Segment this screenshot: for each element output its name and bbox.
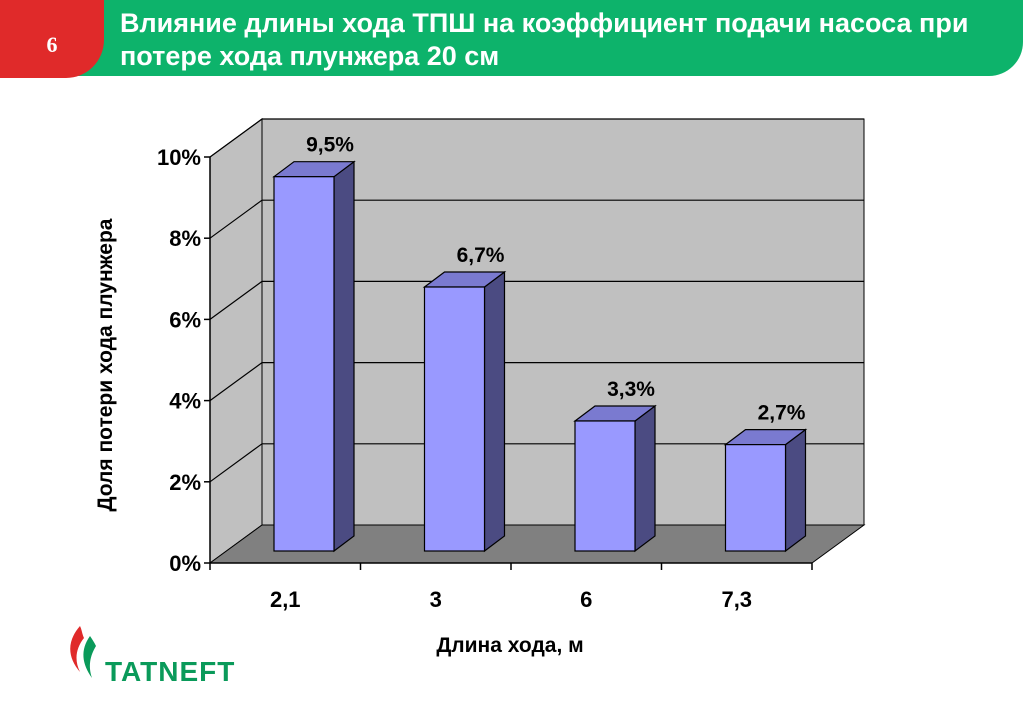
data-label: 6,7% <box>457 244 505 267</box>
y-tick-label: 4% <box>169 389 201 414</box>
data-label: 2,7% <box>758 402 806 425</box>
slide-number: 6 <box>46 32 58 57</box>
bar <box>724 444 787 552</box>
bar-side <box>634 404 656 553</box>
data-label: 9,5% <box>306 134 354 157</box>
bar <box>273 176 335 552</box>
gridline <box>209 362 864 402</box>
slide-number-badge <box>0 0 104 78</box>
x-tick-label: 2,1 <box>270 587 301 612</box>
y-tick-label: 10% <box>157 145 201 170</box>
bar-side <box>784 428 807 553</box>
gridline <box>209 443 864 483</box>
bar <box>423 286 486 552</box>
y-axis-title-wrap: Доля потери хода плунжера <box>86 205 126 525</box>
x-tick-label: 7,3 <box>721 587 752 612</box>
slide-title: Влияние длины хода ТПШ на коэффициент по… <box>120 8 969 71</box>
y-tick-label: 6% <box>169 307 201 332</box>
x-tick-label: 3 <box>430 587 442 612</box>
x-tick-label: 6 <box>580 587 592 612</box>
x-axis-title: Длина хода, м <box>436 634 584 657</box>
data-label: 3,3% <box>607 378 655 401</box>
slide-header: 6 Влияние длины хода ТПШ на коэффициент … <box>0 0 1023 78</box>
gridline <box>209 199 864 239</box>
y-tick-label: 8% <box>169 226 201 251</box>
bar-side <box>333 160 355 553</box>
plot-side-wall <box>209 118 263 564</box>
title-banner <box>78 0 1023 76</box>
bar-side <box>483 270 506 553</box>
gridline <box>209 280 864 320</box>
gridline <box>209 118 864 158</box>
y-axis-title: Доля потери хода плунжера <box>94 218 117 512</box>
bar <box>574 420 636 552</box>
flame-icon <box>70 626 96 678</box>
logo-text: TATNEFT <box>105 656 236 687</box>
y-tick-label: 0% <box>169 551 201 576</box>
tatneft-logo: TATNEFT <box>62 622 292 688</box>
y-tick-label: 2% <box>169 470 201 495</box>
